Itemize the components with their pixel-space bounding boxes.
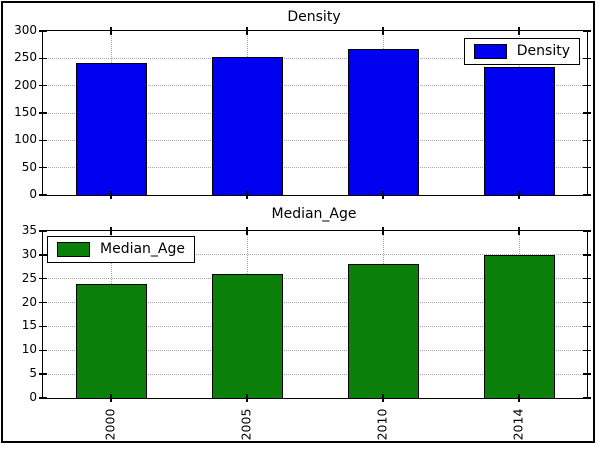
y-tick-mark xyxy=(583,254,591,256)
y-tick-label: 20 xyxy=(21,294,37,309)
y-tick-label: 200 xyxy=(14,77,37,92)
y-gridline xyxy=(43,373,587,375)
x-tick-mark xyxy=(110,27,112,35)
y-tick-label: 15 xyxy=(21,318,37,333)
legend-swatch-median-age-icon xyxy=(57,242,90,257)
y-tick-label: 300 xyxy=(14,23,37,37)
x-tick-mark xyxy=(382,227,384,235)
y-tick-mark xyxy=(583,277,591,280)
y-tick-label: 100 xyxy=(14,132,37,147)
bar-2014 xyxy=(483,254,555,398)
legend-density: Density xyxy=(463,38,580,65)
y-tick-mark xyxy=(39,277,47,280)
x-tick-mark xyxy=(382,394,384,402)
y-tick-mark xyxy=(39,57,47,60)
chart-title-median-age: Median_Age xyxy=(271,206,357,222)
legend-label-median-age: Median_Age xyxy=(100,241,185,257)
y-gridline xyxy=(43,112,587,114)
y-tick-mark xyxy=(39,325,47,328)
y-tick-mark xyxy=(39,194,47,196)
y-tick-mark xyxy=(583,166,591,169)
y-gridline xyxy=(43,302,587,304)
y-tick-label: 35 xyxy=(21,223,37,237)
x-tick-mark xyxy=(246,394,248,402)
y-tick-label: 150 xyxy=(14,105,37,119)
bar-2005 xyxy=(211,56,283,195)
y-gridline xyxy=(43,325,587,327)
x-tick-mark xyxy=(246,191,248,199)
x-tick-mark xyxy=(382,191,384,199)
x-tick-mark xyxy=(518,27,520,35)
plot-area-median-age: Median_Age xyxy=(39,227,591,402)
y-tick-mark xyxy=(583,373,591,375)
chart-title-density: Density xyxy=(287,9,341,25)
y-tick-mark xyxy=(39,254,47,256)
y-tick-mark xyxy=(583,301,591,304)
y-tick-label: 0 xyxy=(29,390,37,404)
y-tick-mark xyxy=(39,112,47,114)
x-tick-mark xyxy=(518,394,520,402)
x-tick-mark xyxy=(518,191,520,199)
y-tick-mark xyxy=(39,84,47,87)
bar-2000 xyxy=(75,62,147,195)
y-tick-label: 0 xyxy=(29,187,37,201)
y-tick-mark xyxy=(583,112,591,114)
y-tick-mark xyxy=(583,30,591,32)
y-tick-mark xyxy=(39,373,47,375)
x-tick-mark xyxy=(246,27,248,35)
y-gridline xyxy=(43,139,587,141)
x-tick-mark xyxy=(518,227,520,235)
x-tick-mark xyxy=(110,394,112,402)
y-tick-mark xyxy=(583,325,591,328)
y-gridline xyxy=(43,254,587,256)
y-tick-mark xyxy=(39,166,47,169)
y-tick-label: 30 xyxy=(21,246,37,261)
y-tick-mark xyxy=(583,139,591,142)
plot-area-density: Density xyxy=(39,27,591,199)
x-tick-mark xyxy=(110,227,112,235)
y-tick-mark xyxy=(583,230,591,232)
y-tick-mark xyxy=(583,57,591,60)
bar-2014 xyxy=(483,67,555,195)
y-tick-label: 250 xyxy=(14,50,37,65)
y-gridline xyxy=(43,349,587,351)
y-tick-mark xyxy=(583,194,591,196)
bar-2005 xyxy=(211,273,283,398)
y-tick-label: 25 xyxy=(21,270,37,285)
x-tick-mark xyxy=(382,27,384,35)
y-tick-mark xyxy=(583,84,591,87)
x-tick-mark xyxy=(246,227,248,235)
y-tick-mark xyxy=(39,301,47,304)
y-tick-mark xyxy=(39,349,47,352)
y-gridline xyxy=(43,57,587,59)
y-gridline xyxy=(43,278,587,280)
legend-swatch-density-icon xyxy=(473,44,507,59)
y-tick-mark xyxy=(39,30,47,32)
y-tick-label: 5 xyxy=(29,366,37,381)
y-gridline xyxy=(43,167,587,169)
y-gridline xyxy=(43,85,587,87)
legend-median-age: Median_Age xyxy=(47,236,195,263)
y-tick-label: 50 xyxy=(21,159,37,174)
bar-2000 xyxy=(75,283,147,398)
bar-2010 xyxy=(347,264,419,398)
y-tick-mark xyxy=(583,349,591,352)
y-tick-label: 10 xyxy=(21,342,37,357)
legend-label-density: Density xyxy=(516,43,570,59)
x-tick-mark xyxy=(110,191,112,199)
y-tick-mark xyxy=(39,230,47,232)
y-tick-mark xyxy=(39,139,47,142)
y-tick-mark xyxy=(583,397,591,399)
y-tick-mark xyxy=(39,397,47,399)
bar-2010 xyxy=(347,49,419,195)
